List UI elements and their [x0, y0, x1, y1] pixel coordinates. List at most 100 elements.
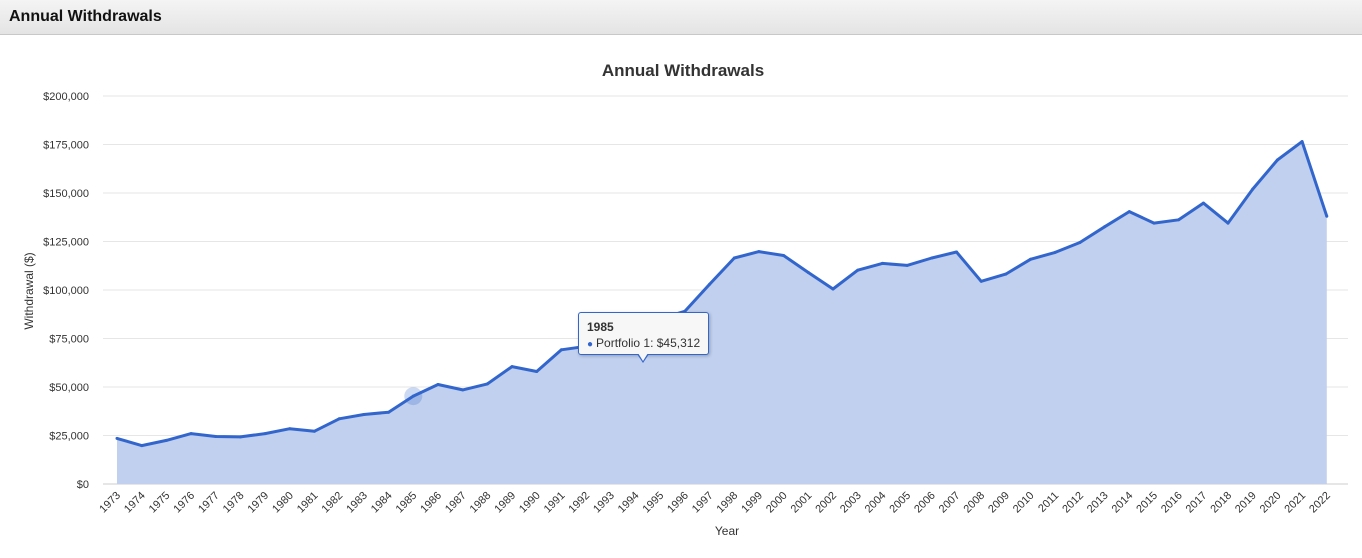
- data-point: [831, 287, 835, 291]
- data-point: [1226, 221, 1230, 225]
- panel-title: Annual Withdrawals: [9, 8, 162, 25]
- x-tick-label: 2022: [1307, 490, 1333, 516]
- x-axis-ticks: 1973197419751976197719781979198019811982…: [97, 490, 1333, 516]
- x-tick-label: 2014: [1110, 490, 1136, 516]
- data-point: [535, 370, 539, 373]
- data-point: [559, 348, 563, 352]
- x-tick-label: 1979: [245, 490, 271, 516]
- data-point: [1325, 214, 1329, 218]
- data-point: [140, 444, 144, 448]
- chart-title: Annual Withdrawals: [602, 61, 764, 80]
- data-point: [313, 429, 316, 433]
- series-area-fill: [117, 141, 1327, 484]
- x-tick-label: 1981: [295, 490, 321, 516]
- series-dot-icon: ●: [587, 339, 594, 350]
- data-point: [485, 382, 489, 386]
- data-point: [214, 435, 218, 438]
- x-tick-label: 1993: [591, 490, 617, 516]
- y-tick-label: $150,000: [43, 188, 89, 200]
- y-tick-label: $0: [77, 479, 89, 491]
- x-tick-label: 2015: [1134, 490, 1160, 516]
- data-point: [955, 250, 958, 254]
- data-point: [930, 256, 934, 260]
- data-point: [189, 432, 193, 436]
- x-tick-label: 1982: [320, 490, 346, 516]
- data-point: [806, 271, 810, 274]
- data-point: [1029, 257, 1032, 261]
- x-tick-label: 2007: [937, 490, 963, 516]
- tooltip-row: ● Portfolio 1: $45,312: [587, 336, 700, 352]
- area-layer: [115, 140, 1329, 484]
- data-point: [1053, 250, 1057, 254]
- data-point: [461, 388, 465, 392]
- x-tick-label: 1998: [715, 490, 741, 516]
- x-tick-label: 2020: [1258, 490, 1284, 516]
- data-point: [856, 268, 860, 272]
- data-point: [362, 413, 366, 416]
- x-tick-label: 2001: [789, 490, 815, 516]
- x-tick-label: 1974: [122, 490, 148, 516]
- y-tick-label: $25,000: [49, 431, 89, 443]
- data-point: [1300, 140, 1304, 144]
- x-tick-label: 1985: [394, 490, 420, 516]
- y-tick-label: $200,000: [43, 91, 89, 103]
- data-point: [387, 410, 391, 414]
- x-tick-label: 1986: [418, 490, 444, 516]
- x-tick-label: 2000: [764, 490, 790, 516]
- data-point: [436, 383, 440, 386]
- data-point: [905, 263, 909, 267]
- x-tick-label: 1992: [566, 490, 592, 516]
- y-axis-ticks: $0 $25,000 $50,000 $75,000 $100,000 $125,000 $…: [43, 91, 89, 491]
- x-tick-label: 1978: [221, 490, 247, 516]
- hover-highlight: [404, 387, 423, 406]
- data-point: [1004, 272, 1008, 276]
- x-tick-label: 2003: [838, 490, 864, 516]
- data-point: [263, 432, 267, 436]
- x-tick-label: 1990: [517, 490, 543, 516]
- x-tick-label: 1989: [492, 490, 518, 516]
- x-tick-label: 2019: [1233, 490, 1259, 516]
- y-tick-label: $125,000: [43, 237, 89, 249]
- data-point: [757, 250, 761, 254]
- data-point: [1152, 221, 1156, 225]
- x-tick-label: 2018: [1208, 490, 1234, 516]
- data-point: [1103, 225, 1107, 229]
- x-tick-label: 2002: [813, 490, 839, 516]
- x-tick-label: 1991: [542, 490, 568, 516]
- data-point: [115, 436, 119, 440]
- y-tick-label: $50,000: [49, 382, 89, 394]
- x-tick-label: 2010: [1011, 490, 1037, 516]
- tooltip-series-value: Portfolio 1: $45,312: [596, 336, 701, 350]
- x-axis-label: Year: [715, 524, 739, 538]
- tooltip-arrow-inner: [638, 353, 648, 361]
- x-tick-label: 1984: [369, 490, 395, 516]
- x-tick-label: 1994: [616, 490, 642, 516]
- annual-withdrawals-chart[interactable]: Annual Withdrawals $0 $25,000 $50,000 $75,0…: [0, 36, 1362, 558]
- tooltip-year: 1985: [587, 320, 614, 334]
- data-point: [708, 282, 712, 286]
- data-tooltip: 1985 ● Portfolio 1: $45,312: [578, 312, 709, 355]
- x-tick-label: 1983: [344, 490, 370, 516]
- data-point: [337, 417, 341, 421]
- x-tick-label: 1988: [468, 490, 494, 516]
- data-point: [164, 438, 168, 442]
- x-tick-label: 2004: [863, 490, 889, 516]
- data-point: [411, 394, 415, 398]
- data-point: [1201, 201, 1205, 205]
- data-point: [1078, 241, 1082, 244]
- data-point: [782, 254, 786, 257]
- data-point: [1275, 158, 1279, 162]
- y-tick-label: $100,000: [43, 285, 89, 297]
- x-tick-label: 1977: [196, 490, 222, 516]
- x-tick-label: 2005: [887, 490, 913, 516]
- data-point: [288, 427, 292, 431]
- x-tick-label: 2016: [1159, 490, 1185, 516]
- data-point: [1177, 218, 1181, 222]
- y-tick-label: $75,000: [49, 334, 89, 346]
- x-tick-label: 1973: [97, 490, 123, 516]
- x-tick-label: 2006: [912, 490, 938, 516]
- x-tick-label: 2012: [1060, 490, 1086, 516]
- x-tick-label: 2013: [1085, 490, 1111, 516]
- y-axis-label: Withdrawal ($): [22, 252, 36, 329]
- x-tick-label: 1980: [270, 490, 296, 516]
